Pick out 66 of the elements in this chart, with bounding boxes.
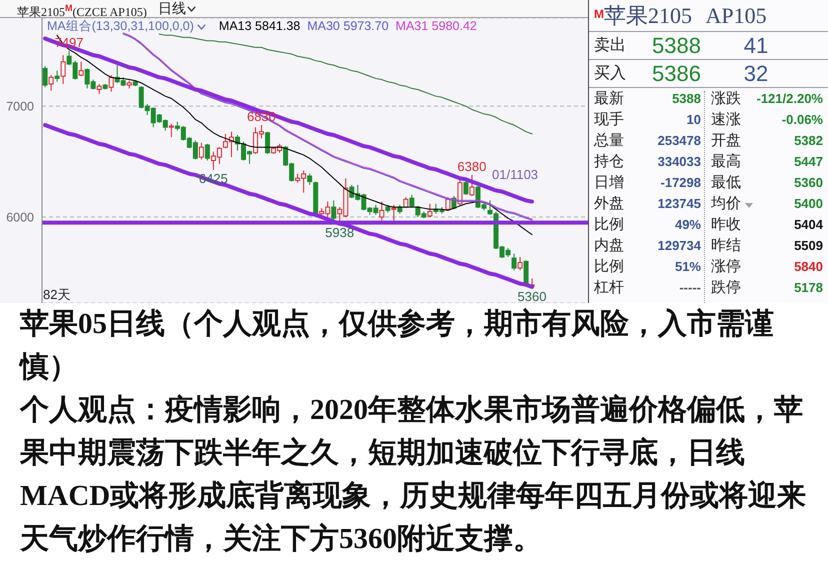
text: 均价: [711, 195, 741, 213]
text: 跌停: [711, 279, 741, 297]
text: 5360: [794, 175, 823, 190]
text: 5388: [671, 90, 701, 108]
text: 最高: [711, 153, 741, 171]
text: MA13 5841.38: [218, 19, 300, 34]
text: MA30 5973.70: [307, 19, 389, 34]
text: 个人观点：疫情影响，2020年整体水果市场普遍价格偏低，苹果中期震荡下跌半年之久，短期加速破位下行寻底，日线MACD或将形成底背离现象，历史规律每年四五月份或将迎来天气炒作行情，关注下方5360附近支撑。: [20, 392, 808, 557]
text: 比例: [594, 216, 624, 234]
candlestick: [60, 54, 66, 84]
text: 日增: [594, 174, 624, 192]
text: 速涨: [711, 111, 741, 129]
y-tick-label: 7000: [6, 100, 34, 114]
text: 总量: [594, 132, 624, 150]
text: 5840: [794, 259, 823, 274]
text: 253478: [656, 132, 701, 150]
text: 10: [686, 111, 701, 129]
text: 开盘: [711, 132, 741, 150]
text: 现手: [594, 111, 624, 129]
text: 49%: [674, 216, 701, 234]
text: 涨停: [711, 258, 741, 276]
annotation: 5938: [325, 224, 354, 240]
text: 外盘: [594, 195, 624, 213]
text: 涨跌: [711, 90, 741, 108]
text: 5386: [652, 61, 701, 86]
candlestick: [54, 70, 60, 82]
text: -121/2.20%: [756, 91, 823, 106]
text: 买入: [594, 64, 626, 83]
text: 5404: [794, 217, 823, 232]
text: -----: [678, 279, 701, 297]
text: MA31 5980.42: [396, 19, 477, 34]
text: 334033: [656, 153, 701, 171]
chart-subtitle: 日线: [158, 0, 186, 17]
text: 持仓: [594, 153, 624, 171]
annotation: 6380: [457, 158, 486, 174]
text: 杠杆: [594, 279, 624, 297]
text: 5400: [794, 196, 823, 211]
text: 5509: [794, 238, 823, 253]
text: 123745: [656, 195, 701, 213]
text: 5178: [794, 280, 823, 295]
text: 比例: [594, 258, 624, 276]
text: -0.06%: [782, 112, 823, 127]
chart-title: 苹果2105$^{M}$(CZCE AP105): [17, 2, 147, 20]
text: 卖出: [594, 36, 626, 55]
line-series: [158, 34, 532, 134]
text: 最新: [594, 90, 624, 108]
text: 41: [742, 33, 770, 58]
text: 5447: [794, 154, 823, 169]
text: 昨收: [711, 216, 741, 234]
candlestick: [265, 131, 270, 154]
annotation: 01/1103: [492, 167, 538, 182]
text: 内盘: [594, 237, 624, 255]
text: 昨结: [711, 237, 741, 255]
legend-title: MA组合(13,30,31,100,0,0): [47, 19, 194, 34]
text: 5382: [794, 133, 823, 148]
text: -17298: [660, 174, 701, 192]
text: 5388: [652, 33, 701, 58]
text: 51%: [674, 258, 701, 276]
y-tick-label: 6000: [6, 210, 34, 224]
annotation: 82天: [43, 287, 70, 302]
text: 129734: [656, 237, 701, 255]
text: 32: [742, 61, 770, 86]
annotation: 5360: [518, 289, 546, 304]
text: 最低: [711, 174, 741, 192]
text: $^{M}$苹果2105 AP105: [594, 3, 767, 29]
text: 苹果05日线（个人观点，仅供参考，期市有风险，入市需谨慎）: [20, 306, 775, 385]
